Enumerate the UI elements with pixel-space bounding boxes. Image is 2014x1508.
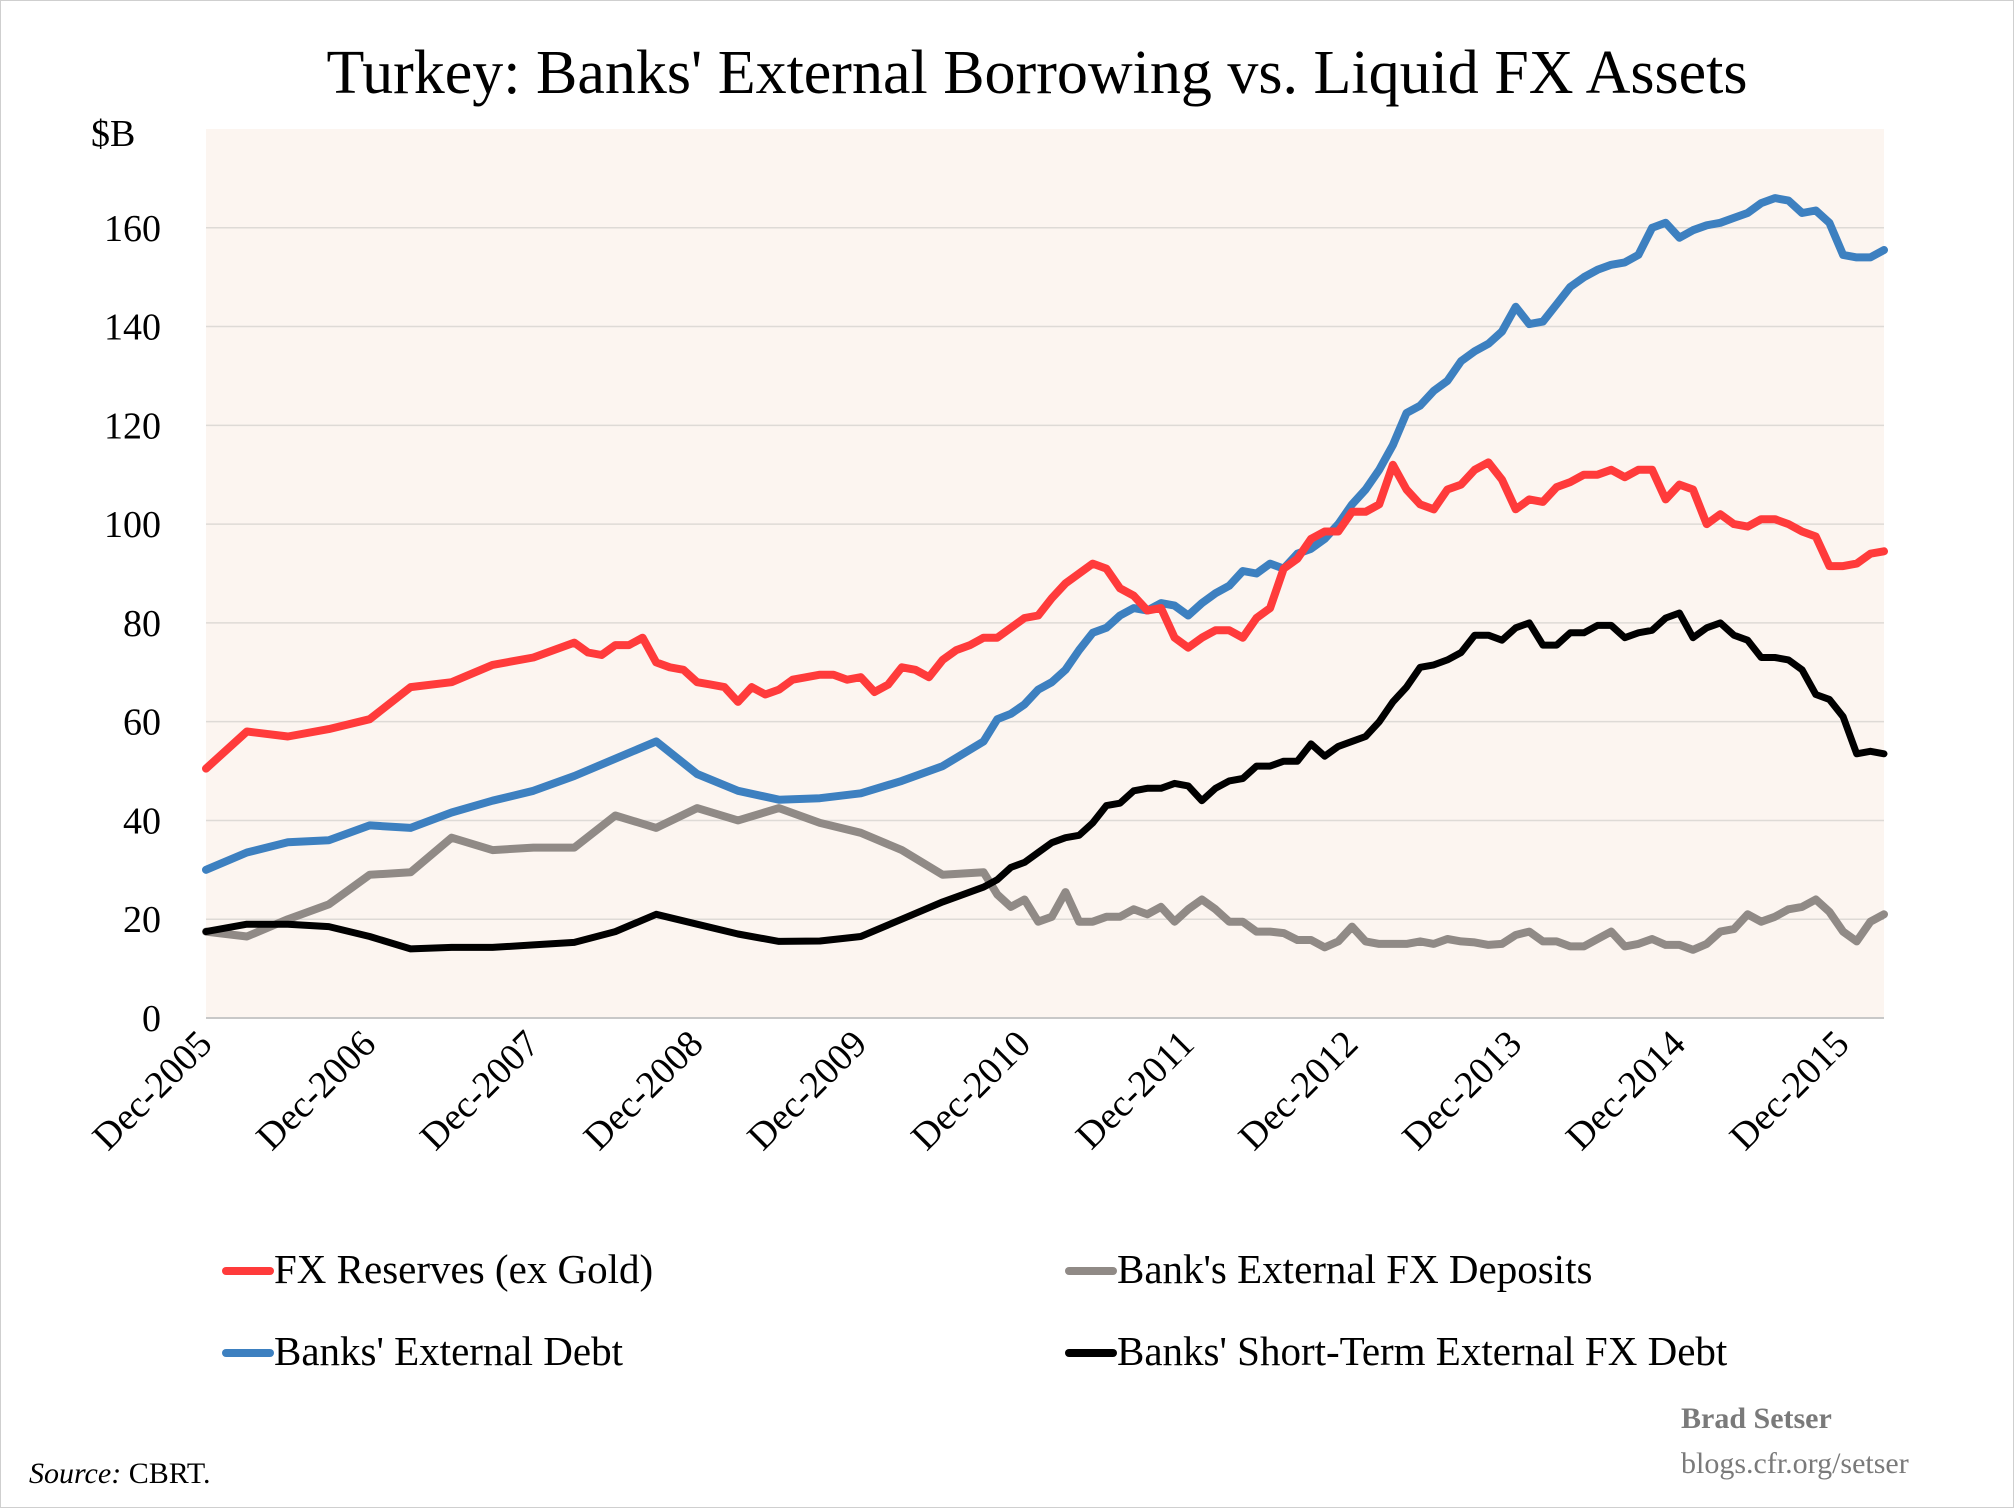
credit-url: blogs.cfr.org/setser xyxy=(1681,1447,1909,1480)
y-tick-label: 140 xyxy=(104,307,161,349)
series-line-banks-short-term-external-fx-debt xyxy=(202,609,1888,953)
y-tick-label: 80 xyxy=(123,603,161,645)
plot-background xyxy=(206,129,1884,1018)
legend-label: Banks' Short-Term External FX Debt xyxy=(1117,1328,1728,1374)
x-tick-label: Dec-2011 xyxy=(1068,1023,1203,1158)
y-tick-label: 100 xyxy=(104,504,161,546)
y-tick-label: 40 xyxy=(123,800,161,842)
series-line-bank-s-external-fx-deposits xyxy=(202,804,1888,954)
source-note: Source: CBRT. xyxy=(29,1457,211,1490)
x-tick-label: Dec-2005 xyxy=(85,1023,221,1159)
y-tick-label: 160 xyxy=(104,208,161,250)
x-tick-label: Dec-2012 xyxy=(1231,1023,1367,1159)
y-axis-label: $B xyxy=(91,113,135,155)
series-line-fx-reserves-ex-gold xyxy=(202,458,1888,773)
x-tick-label: Dec-2007 xyxy=(412,1023,548,1159)
chart-title: Turkey: Banks' External Borrowing vs. Li… xyxy=(326,39,1747,107)
y-tick-label: 0 xyxy=(142,998,161,1040)
y-tick-label: 120 xyxy=(104,405,161,447)
legend-label: FX Reserves (ex Gold) xyxy=(274,1246,653,1292)
credit-author: Brad Setser xyxy=(1681,1402,1832,1435)
legend-item: Banks' External Debt xyxy=(222,1328,624,1374)
x-tick-label: Dec-2009 xyxy=(740,1023,876,1159)
x-tick-label: Dec-2008 xyxy=(576,1023,712,1159)
x-tick-label: Dec-2015 xyxy=(1722,1023,1858,1159)
legend-item: FX Reserves (ex Gold) xyxy=(222,1246,653,1292)
legend-item: Bank's External FX Deposits xyxy=(1065,1246,1592,1292)
source-label: Source: xyxy=(29,1457,121,1490)
y-tick-label: 60 xyxy=(123,702,161,744)
x-tick-label: Dec-2006 xyxy=(248,1023,384,1159)
y-tick-label: 20 xyxy=(123,899,161,941)
x-axis-ticks: Dec-2005 Dec-2006 Dec-2007 Dec-2008 Dec-2009… xyxy=(85,1023,1858,1159)
series-lines xyxy=(202,194,1888,954)
x-tick-label: Dec-2010 xyxy=(903,1023,1039,1159)
legend-label: Banks' External Debt xyxy=(274,1328,624,1374)
legend-label: Bank's External FX Deposits xyxy=(1117,1246,1592,1292)
legend: FX Reserves (ex Gold) Banks' External Deb… xyxy=(222,1246,1728,1374)
legend-item: Banks' Short-Term External FX Debt xyxy=(1065,1328,1728,1374)
x-tick-label: Dec-2014 xyxy=(1558,1023,1694,1159)
source-text: CBRT. xyxy=(121,1457,210,1490)
x-tick-label: Dec-2013 xyxy=(1394,1023,1530,1159)
y-axis-ticks: 0 20 40 60 80 100 120 140 160 xyxy=(104,208,161,1040)
